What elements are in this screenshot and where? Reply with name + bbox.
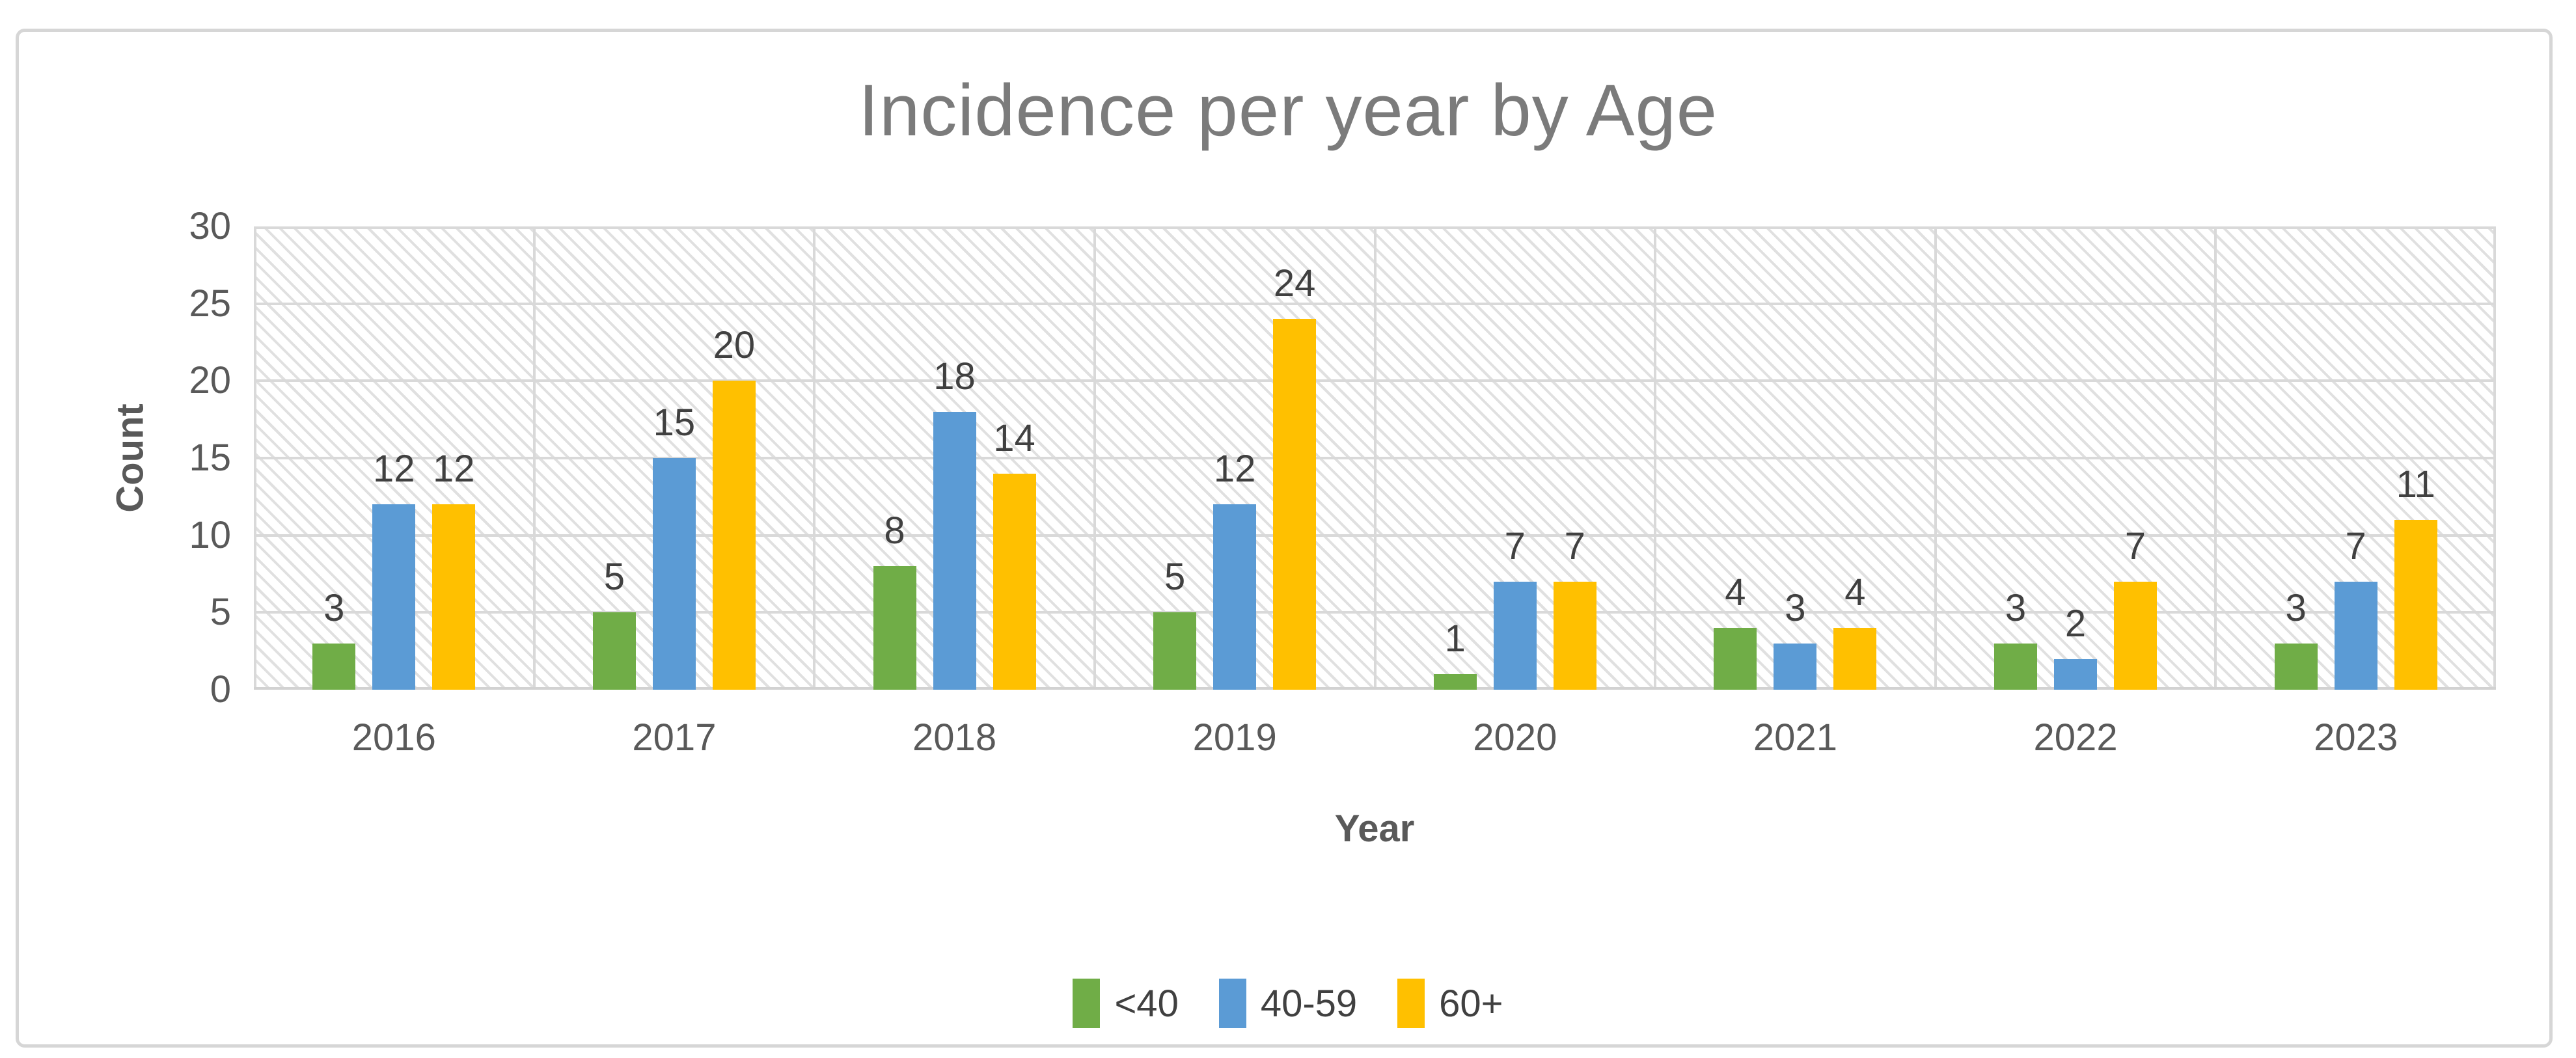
data-label-2020-60+: 7 [1564, 524, 1585, 567]
bar-2023-40-59 [2334, 581, 2377, 690]
data-label-2018-60+: 14 [993, 416, 1035, 459]
data-label-2018-<40: 8 [884, 509, 905, 552]
bar-2021-<40 [1714, 628, 1757, 690]
bar-2021-40-59 [1774, 643, 1817, 690]
bar-2021-60+ [1833, 628, 1877, 690]
plot-border-top [254, 226, 2496, 229]
legend-swatch-60+ [1397, 979, 1425, 1028]
y-tick-label-25: 25 [189, 282, 231, 325]
x-tick-label-2017: 2017 [632, 716, 717, 759]
data-label-2022-60+: 7 [2124, 524, 2146, 567]
data-label-2019-<40: 5 [1164, 556, 1186, 599]
data-label-2023-40-59: 7 [2345, 524, 2366, 567]
plot-area: 3 12 12 5 15 20 8 18 14 5 12 24 1 7 7 4 3 4 3 2 7 3 7 11 [254, 226, 2496, 690]
legend-label-<40: <40 [1114, 982, 1179, 1025]
data-label-2016-40-59: 12 [373, 448, 415, 491]
data-label-2023-<40: 3 [2285, 586, 2307, 629]
bar-2019-40-59 [1213, 504, 1257, 690]
legend-swatch-<40 [1073, 979, 1101, 1028]
x-tick-label-2021: 2021 [1753, 716, 1837, 759]
gridline-vertical-7 [2214, 226, 2217, 690]
y-tick-label-15: 15 [189, 437, 231, 479]
plot-border-left [254, 226, 256, 690]
bar-2020-60+ [1553, 581, 1596, 690]
legend-item-40-59: 40-59 [1218, 979, 1358, 1028]
bar-2017-40-59 [652, 458, 696, 690]
data-label-2017-40-59: 15 [653, 401, 696, 444]
chart-title: Incidence per year by Age [858, 70, 1718, 151]
plot-border-right [2493, 226, 2496, 690]
gridline-vertical-1 [532, 226, 536, 690]
x-axis-line [254, 687, 2496, 690]
bar-2019-60+ [1273, 319, 1317, 690]
legend: <40 40-59 60+ [0, 973, 2576, 1033]
x-tick-label-2022: 2022 [2033, 716, 2118, 759]
y-tick-label-20: 20 [189, 359, 231, 402]
gridline-vertical-4 [1373, 226, 1377, 690]
data-label-2022-40-59: 2 [2064, 602, 2087, 645]
bar-2016-60+ [432, 504, 476, 690]
gridline-vertical-5 [1654, 226, 1657, 690]
data-label-2021-40-59: 3 [1785, 586, 1806, 629]
y-tick-label-5: 5 [210, 591, 231, 634]
data-label-2016-60+: 12 [433, 448, 475, 491]
bar-2022-<40 [1994, 643, 2038, 690]
data-label-2020-<40: 1 [1444, 617, 1466, 660]
data-label-2017-60+: 20 [713, 324, 756, 367]
data-label-2022-<40: 3 [2005, 586, 2027, 629]
legend-item-<40: <40 [1073, 979, 1179, 1028]
bar-2017-60+ [712, 381, 756, 690]
bar-2022-60+ [2114, 581, 2158, 690]
x-tick-label-2018: 2018 [912, 716, 997, 759]
bar-2018-<40 [873, 566, 916, 690]
bar-2023-<40 [2274, 643, 2318, 690]
bar-2016-40-59 [372, 504, 416, 690]
data-label-2018-40-59: 18 [933, 355, 976, 398]
y-tick-label-0: 0 [210, 668, 231, 711]
x-tick-label-2019: 2019 [1192, 716, 1277, 759]
bar-2022-40-59 [2054, 658, 2098, 690]
data-label-2023-60+: 11 [2396, 463, 2435, 506]
x-axis-title: Year [1334, 807, 1415, 850]
y-tick-label-10: 10 [189, 513, 231, 556]
data-label-2017-<40: 5 [603, 556, 625, 599]
x-tick-label-2020: 2020 [1473, 716, 1557, 759]
bar-2017-<40 [592, 612, 636, 690]
gridline-vertical-2 [813, 226, 816, 690]
bar-2023-60+ [2394, 519, 2437, 690]
data-label-2019-40-59: 12 [1213, 448, 1256, 491]
legend-label-60+: 60+ [1439, 982, 1503, 1025]
gridline-vertical-6 [1934, 226, 1937, 690]
legend-label-40-59: 40-59 [1260, 982, 1358, 1025]
bar-2018-60+ [993, 473, 1036, 690]
x-tick-label-2023: 2023 [2314, 716, 2398, 759]
bar-2020-<40 [1433, 674, 1477, 690]
bar-2020-40-59 [1493, 581, 1537, 690]
data-label-2016-<40: 3 [323, 586, 345, 629]
bar-2016-<40 [312, 643, 356, 690]
data-label-2021-<40: 4 [1725, 571, 1746, 614]
y-axis-title: Count [109, 403, 152, 513]
x-tick-label-2016: 2016 [351, 716, 436, 759]
data-label-2019-60+: 24 [1273, 262, 1316, 305]
y-tick-label-30: 30 [189, 205, 231, 247]
data-label-2021-60+: 4 [1844, 571, 1866, 614]
data-label-2020-40-59: 7 [1504, 524, 1526, 567]
bar-2018-40-59 [933, 411, 976, 690]
legend-item-60+: 60+ [1397, 979, 1503, 1028]
gridline-vertical-3 [1093, 226, 1096, 690]
bar-2019-<40 [1153, 612, 1197, 690]
legend-swatch-40-59 [1218, 979, 1246, 1028]
